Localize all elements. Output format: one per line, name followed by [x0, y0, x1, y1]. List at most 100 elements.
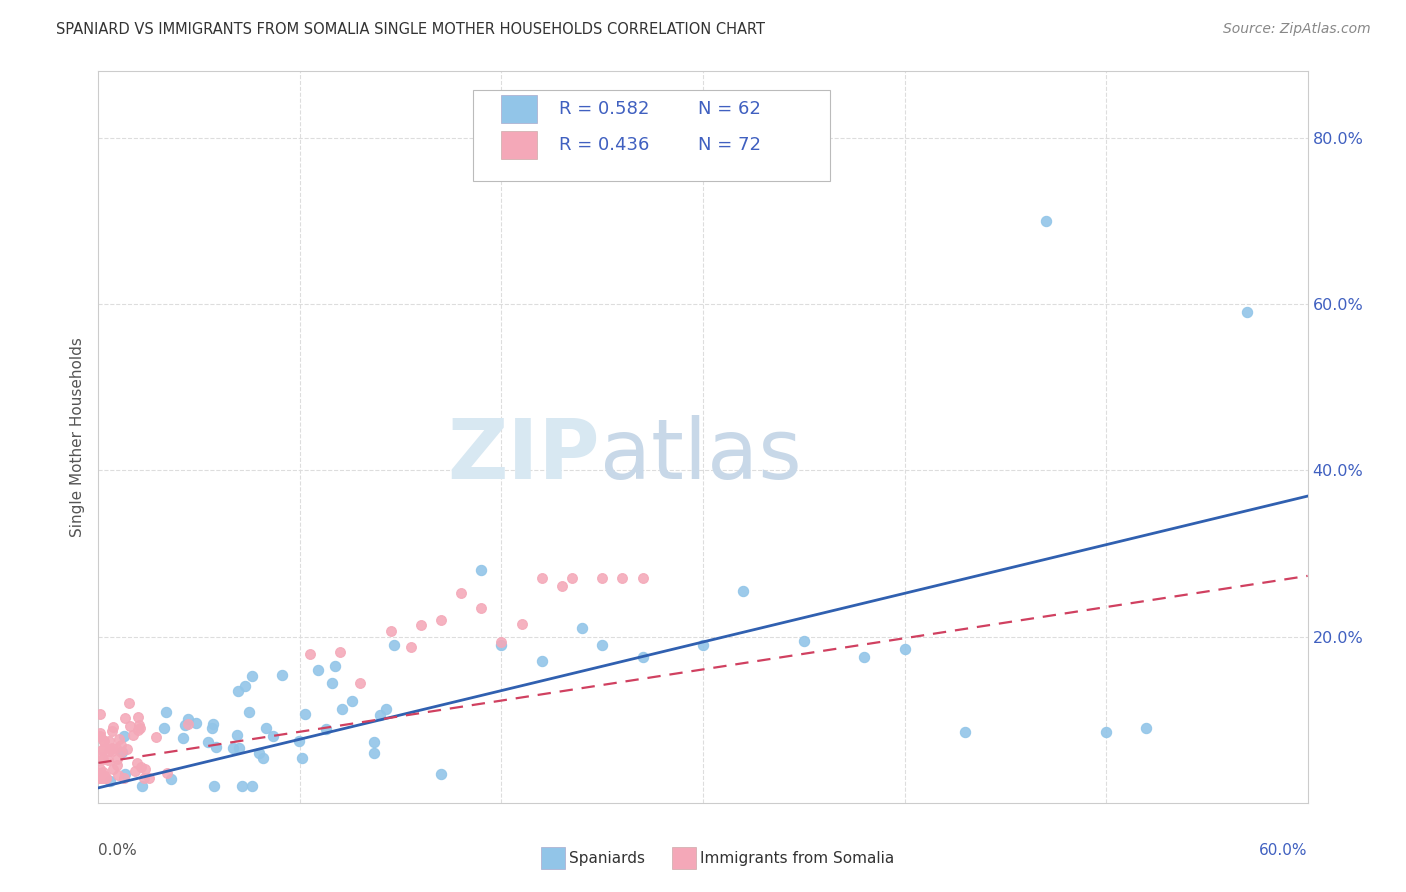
Point — [430, 766, 453, 780]
Point — [129, 722, 152, 736]
Point — [93, 734, 115, 748]
Point — [91, 765, 114, 780]
Point — [231, 779, 253, 793]
Point — [122, 728, 145, 742]
Text: Source: ZipAtlas.com: Source: ZipAtlas.com — [1223, 22, 1371, 37]
Point — [363, 735, 385, 749]
Point — [91, 752, 114, 766]
Point — [291, 750, 314, 764]
Point — [1095, 725, 1118, 739]
Point — [110, 745, 132, 759]
Point — [91, 741, 114, 756]
Point — [124, 764, 146, 778]
Point — [107, 768, 129, 782]
Point — [530, 655, 553, 669]
Point — [491, 635, 513, 649]
Point — [247, 746, 270, 760]
Point — [89, 771, 111, 785]
Point — [793, 633, 815, 648]
Point — [530, 571, 553, 585]
Point — [127, 723, 149, 737]
Bar — [501, 131, 537, 159]
Point — [89, 771, 111, 785]
Point — [510, 617, 533, 632]
Point — [470, 563, 492, 577]
Point — [315, 722, 337, 736]
Point — [131, 779, 153, 793]
Point — [323, 658, 346, 673]
Point — [409, 618, 432, 632]
Point — [321, 675, 343, 690]
Point — [105, 740, 128, 755]
Point — [117, 742, 139, 756]
Text: R = 0.582: R = 0.582 — [560, 100, 650, 118]
Point — [551, 579, 574, 593]
Point — [111, 745, 134, 759]
Point — [197, 735, 219, 749]
Point — [612, 571, 634, 585]
Bar — [501, 95, 537, 122]
Point — [91, 771, 114, 785]
Point — [89, 762, 111, 776]
Point — [97, 753, 120, 767]
Point — [270, 668, 292, 682]
Point — [1135, 721, 1157, 735]
Point — [89, 725, 111, 739]
Point — [105, 758, 128, 772]
Point — [132, 771, 155, 785]
Point — [114, 771, 136, 785]
Point — [399, 640, 422, 654]
Point — [733, 583, 755, 598]
Point — [134, 762, 156, 776]
Point — [114, 767, 136, 781]
Point — [98, 744, 121, 758]
Point — [114, 711, 136, 725]
Point — [101, 720, 124, 734]
Point — [118, 719, 141, 733]
Point — [591, 571, 613, 585]
Point — [112, 729, 135, 743]
Point — [100, 740, 122, 755]
Point — [262, 729, 284, 743]
Point — [160, 772, 183, 786]
Point — [172, 731, 194, 745]
Point — [1035, 214, 1057, 228]
Text: 60.0%: 60.0% — [1260, 843, 1308, 858]
Point — [329, 644, 352, 658]
Point — [200, 721, 222, 735]
Point — [90, 771, 112, 785]
Point — [349, 676, 371, 690]
Point — [90, 743, 112, 757]
Point — [108, 731, 131, 746]
Point — [156, 765, 179, 780]
Point — [96, 771, 118, 785]
Point — [96, 771, 118, 785]
Point — [491, 638, 513, 652]
Point — [342, 694, 364, 708]
Point — [222, 741, 245, 756]
Point — [138, 771, 160, 785]
Point — [129, 760, 152, 774]
Text: Immigrants from Somalia: Immigrants from Somalia — [700, 851, 894, 865]
Point — [561, 571, 583, 585]
Point — [93, 769, 115, 783]
Point — [233, 680, 256, 694]
Point — [177, 717, 200, 731]
Point — [202, 779, 225, 793]
Text: N = 62: N = 62 — [699, 100, 761, 118]
Point — [631, 650, 654, 665]
Point — [89, 729, 111, 743]
Point — [110, 738, 132, 752]
Point — [450, 586, 472, 600]
Point — [953, 725, 976, 739]
Point — [127, 710, 149, 724]
Point — [240, 669, 263, 683]
Point — [470, 601, 492, 615]
Point — [571, 621, 593, 635]
Point — [430, 613, 453, 627]
Point — [226, 683, 249, 698]
Point — [254, 721, 277, 735]
Text: R = 0.436: R = 0.436 — [560, 136, 650, 154]
Text: Spaniards: Spaniards — [569, 851, 645, 865]
Point — [294, 706, 316, 721]
